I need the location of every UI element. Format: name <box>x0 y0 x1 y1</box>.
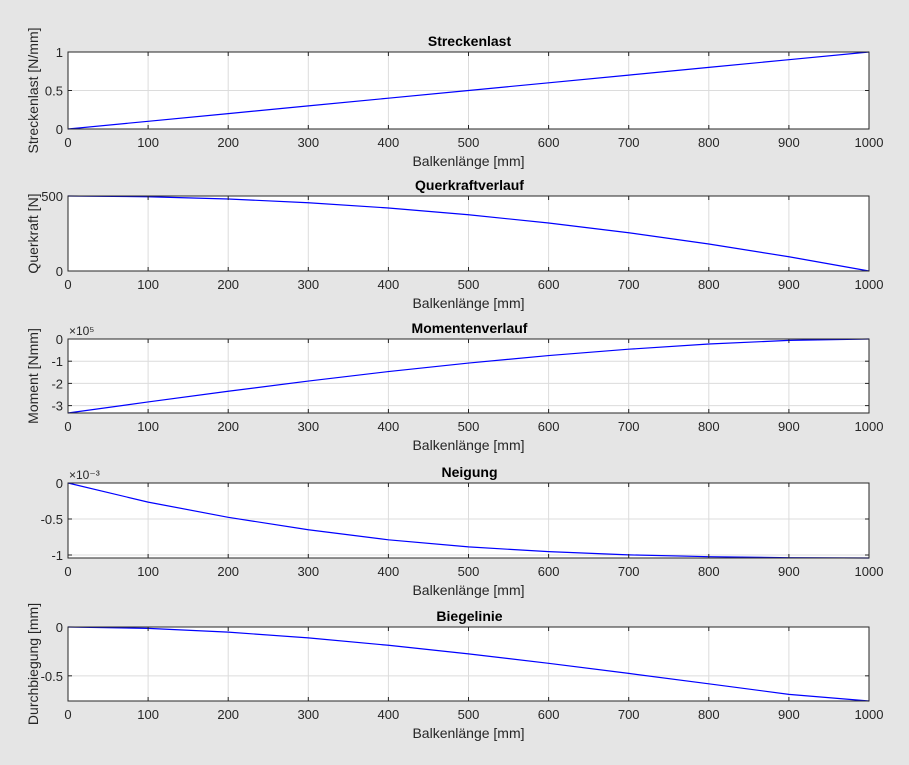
axes-box <box>67 482 870 559</box>
x-tick-label: 1000 <box>855 277 884 292</box>
y-tick-label: 0 <box>56 332 63 347</box>
y-tick-label: 1 <box>56 45 63 60</box>
x-tick-label: 800 <box>698 277 720 292</box>
x-tick-label: 100 <box>137 707 159 722</box>
x-tick-label: 700 <box>618 564 640 579</box>
y-tick-label: -0.5 <box>41 669 63 684</box>
x-tick-label: 100 <box>137 419 159 434</box>
x-tick-label: 400 <box>378 135 400 150</box>
chart-title: Streckenlast <box>428 33 512 49</box>
x-tick-label: 800 <box>698 419 720 434</box>
x-tick-label: 0 <box>64 135 71 150</box>
x-tick-label: 900 <box>778 707 800 722</box>
axes-box <box>67 51 870 130</box>
x-tick-label: 0 <box>64 564 71 579</box>
x-tick-label: 400 <box>378 707 400 722</box>
y-tick-label: 0 <box>56 620 63 635</box>
chart-title: Momentenverlauf <box>412 320 528 336</box>
axis-exponent-label: ×10⁻³ <box>69 468 100 482</box>
x-tick-label: 200 <box>217 419 239 434</box>
x-tick-label: 700 <box>618 277 640 292</box>
x-tick-label: 400 <box>378 564 400 579</box>
y-tick-label: 500 <box>41 189 63 204</box>
subplot-1: 0 100 200 300 400 500 600 700 800 900 1000 0 0.5 1 Str… <box>25 27 883 169</box>
y-axis-label: Durchbiegung [mm] <box>25 603 41 725</box>
axes-box <box>67 626 870 702</box>
chart-title: Querkraftverlauf <box>415 177 524 193</box>
x-tick-label: 500 <box>458 707 480 722</box>
x-tick-label: 500 <box>458 419 480 434</box>
x-tick-label: 1000 <box>855 135 884 150</box>
x-tick-label: 900 <box>778 277 800 292</box>
x-tick-label: 700 <box>618 135 640 150</box>
x-tick-label: 200 <box>217 135 239 150</box>
subplot-4: 0 100 200 300 400 500 600 700 800 900 1000 -1 -0.5 0 N… <box>41 464 884 598</box>
y-axis-label: Moment [Nmm] <box>25 328 41 424</box>
x-tick-label: 500 <box>458 564 480 579</box>
x-tick-label: 900 <box>778 564 800 579</box>
x-tick-label: 0 <box>64 707 71 722</box>
subplot-3: 0 100 200 300 400 500 600 700 800 900 1000-3-2-10M… <box>25 320 883 453</box>
y-tick-label: -0.5 <box>41 512 63 527</box>
y-tick-label: 0 <box>56 476 63 491</box>
y-tick-label: -1 <box>51 354 63 369</box>
x-tick-label: 1000 <box>855 564 884 579</box>
x-tick-label: 300 <box>297 419 319 434</box>
x-tick-label: 1000 <box>855 707 884 722</box>
x-tick-label: 600 <box>538 135 560 150</box>
y-axis-label: Streckenlast [N/mm] <box>25 27 41 153</box>
x-tick-label: 900 <box>778 419 800 434</box>
x-tick-label: 0 <box>64 277 71 292</box>
x-tick-label: 800 <box>698 135 720 150</box>
x-tick-label: 100 <box>137 277 159 292</box>
x-tick-label: 100 <box>137 564 159 579</box>
x-tick-label: 400 <box>378 277 400 292</box>
x-axis-label: Balkenlänge [mm] <box>412 437 524 453</box>
x-tick-label: 900 <box>778 135 800 150</box>
x-tick-label: 500 <box>458 135 480 150</box>
y-axis-label: Querkraft [N] <box>25 193 41 273</box>
x-tick-label: 600 <box>538 277 560 292</box>
x-tick-label: 200 <box>217 564 239 579</box>
x-tick-label: 200 <box>217 277 239 292</box>
subplot-2: 0 100 200 300 400 500 600 700 800 900 10000500Quer… <box>25 177 883 311</box>
x-axis-label: Balkenlänge [mm] <box>412 295 524 311</box>
subplot-5: 0 100 200 300 400 500 600 700 800 900 1000 -0.5 0 Bie… <box>25 603 883 741</box>
y-tick-label: -2 <box>51 376 63 391</box>
x-tick-label: 800 <box>698 564 720 579</box>
x-tick-label: 600 <box>538 707 560 722</box>
y-tick-label: 0.5 <box>45 84 63 99</box>
axes-box <box>67 195 870 272</box>
x-tick-label: 700 <box>618 419 640 434</box>
x-tick-label: 200 <box>217 707 239 722</box>
y-tick-label: 0 <box>56 264 63 279</box>
axis-exponent-label: ×10⁵ <box>69 324 94 338</box>
x-tick-label: 300 <box>297 135 319 150</box>
x-axis-label: Balkenlänge [mm] <box>412 153 524 169</box>
x-tick-label: 700 <box>618 707 640 722</box>
y-tick-label: -3 <box>51 399 63 414</box>
x-tick-label: 600 <box>538 564 560 579</box>
x-tick-label: 800 <box>698 707 720 722</box>
x-tick-label: 600 <box>538 419 560 434</box>
x-tick-label: 0 <box>64 419 71 434</box>
x-tick-label: 100 <box>137 135 159 150</box>
y-tick-label: -1 <box>51 548 63 563</box>
x-tick-label: 500 <box>458 277 480 292</box>
axes-box <box>67 338 870 414</box>
x-tick-label: 400 <box>378 419 400 434</box>
chart-title: Biegelinie <box>436 608 502 624</box>
x-tick-label: 1000 <box>855 419 884 434</box>
x-axis-label: Balkenlänge [mm] <box>412 725 524 741</box>
x-tick-label: 300 <box>297 707 319 722</box>
chart-title: Neigung <box>442 464 498 480</box>
x-tick-label: 300 <box>297 564 319 579</box>
x-tick-label: 300 <box>297 277 319 292</box>
y-tick-label: 0 <box>56 122 63 137</box>
x-axis-label: Balkenlänge [mm] <box>412 582 524 598</box>
